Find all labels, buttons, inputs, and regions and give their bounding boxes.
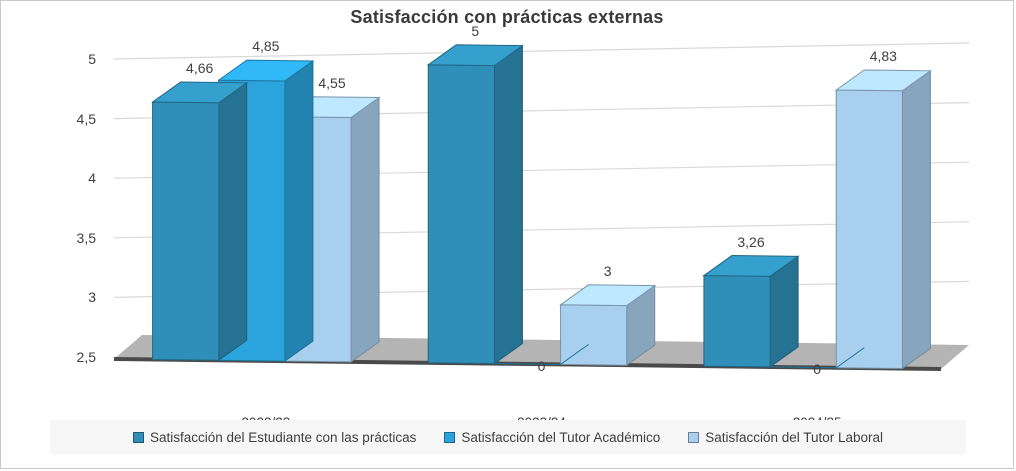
y-axis-tick-label: 3	[88, 289, 96, 306]
bar-top-face	[834, 69, 932, 92]
chart-legend: Satisfacción del Estudiante con las prác…	[50, 420, 966, 454]
legend-label: Satisfacción del Estudiante con las prác…	[149, 429, 417, 445]
bar-data-label: 0	[537, 357, 546, 374]
legend-item[interactable]: Satisfacción del Tutor Académico	[444, 430, 660, 445]
legend-swatch-icon	[688, 431, 700, 443]
bar-side-face	[284, 59, 314, 363]
gridline	[113, 42, 970, 60]
bar-side-face	[901, 69, 931, 370]
bar-top-face	[559, 284, 657, 307]
y-axis-tick-label: 4,5	[76, 110, 96, 127]
bar-data-label: 5	[471, 22, 480, 39]
bar-front-face	[770, 366, 837, 369]
bar-side-face	[218, 81, 248, 362]
bar-front-face	[427, 64, 495, 365]
bar-front-face	[494, 363, 561, 365]
y-axis-tick-label: 5	[88, 51, 96, 67]
bar-front-face	[560, 304, 628, 366]
bar-3d[interactable]	[151, 81, 249, 362]
bar-front-face	[835, 89, 903, 370]
bar-top-face	[426, 44, 524, 67]
plot-area: 4,5534,834,85004,6653,262,533,544,552022…	[1, 23, 1013, 430]
bar-data-label: 0	[813, 360, 822, 377]
bar-top-face	[702, 255, 800, 277]
bar-side-face	[560, 343, 589, 365]
bar-3d[interactable]	[494, 343, 589, 365]
bar-data-label: 4,85	[252, 38, 280, 55]
legend-swatch-icon	[132, 431, 144, 443]
bar-data-label: 4,66	[186, 59, 214, 76]
bar-top-face	[151, 81, 249, 104]
bar-side-face	[835, 347, 865, 369]
legend-label: Satisfacción del Tutor Laboral	[705, 429, 884, 445]
legend-label: Satisfacción del Tutor Académico	[461, 429, 661, 445]
legend-swatch-icon	[444, 431, 456, 443]
bar-data-label: 3,26	[737, 233, 765, 250]
bar-data-label: 4,55	[318, 74, 346, 91]
bar-top-face	[217, 59, 315, 82]
y-axis-tick-label: 3,5	[76, 229, 96, 246]
y-axis-tick-label: 2,5	[76, 349, 96, 365]
bar-data-label: 3	[603, 262, 612, 279]
bar-front-face	[152, 101, 220, 361]
bar-side-face	[350, 96, 380, 363]
bar-data-label: 4,83	[869, 47, 897, 64]
bar-3d[interactable]	[559, 284, 657, 367]
bar-3d[interactable]	[770, 347, 865, 369]
chart-title: Satisfacción con prácticas externas	[350, 7, 664, 27]
bar-front-face	[703, 275, 771, 368]
legend-item[interactable]: Satisfacción del Tutor Laboral	[688, 430, 883, 445]
bar-side-face	[493, 44, 523, 365]
bar-3d[interactable]	[426, 44, 524, 365]
legend-item[interactable]: Satisfacción del Estudiante con las prác…	[132, 429, 417, 445]
chart-canvas	[113, 42, 970, 371]
bar-3d[interactable]	[834, 69, 932, 370]
bar-3d[interactable]	[702, 255, 800, 368]
y-axis-tick-label: 4	[88, 170, 96, 187]
